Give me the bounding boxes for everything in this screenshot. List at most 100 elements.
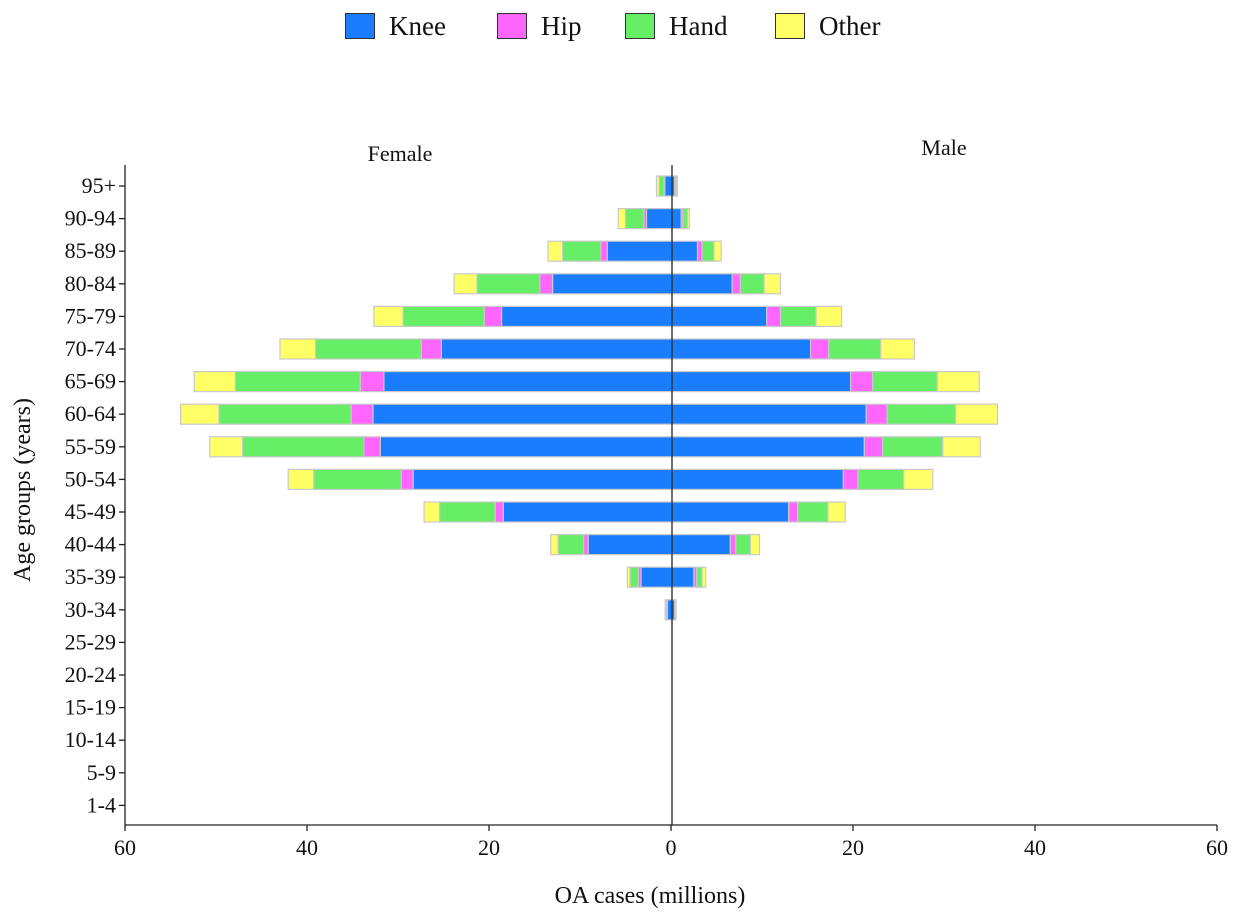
bar-male-other (815, 305, 843, 327)
bar-female-hand (313, 468, 402, 490)
bar-male-other (942, 436, 981, 458)
legend-swatch (497, 13, 527, 39)
bar-female-hip (359, 371, 385, 393)
bar-male-hip (842, 468, 859, 490)
bar-male-hand (696, 566, 703, 588)
bar-female-hip (363, 436, 381, 458)
y-tick-label: 20-24 (65, 662, 116, 687)
y-tick-layer: 95+ 90-94 85-89 80-84 75-79 70-74 65-69 60-64 55… (65, 173, 125, 817)
bar-male-knee (671, 338, 812, 360)
bar-female-hand (314, 338, 422, 360)
y-tick-label: 50-54 (65, 466, 116, 491)
bar-male-hip (863, 436, 884, 458)
bar-female-other (617, 208, 627, 230)
bar-male-knee (671, 436, 865, 458)
bar-male-hip (731, 273, 741, 295)
bar-layer (180, 175, 999, 621)
bar-male-knee (671, 566, 695, 588)
y-tick-label: 40-44 (65, 532, 116, 557)
bar-female-hip (539, 273, 554, 295)
y-tick-label: 95+ (82, 173, 116, 198)
bar-male-hip (696, 240, 703, 262)
bar-male-hand (828, 338, 882, 360)
chart-legend: Knee Hip Hand Other (0, 6, 1242, 46)
bar-female-knee (606, 240, 673, 262)
bar-male-other (749, 533, 761, 556)
bar-male-other (701, 566, 707, 588)
bar-female-other (550, 533, 559, 556)
bar-female-hand (624, 208, 645, 230)
bar-male-hip (865, 403, 888, 425)
bar-male-hip (766, 305, 782, 327)
y-tick-label: 75-79 (65, 303, 116, 328)
y-axis-title: Age groups (years) (10, 398, 36, 582)
bar-female-knee (664, 175, 673, 197)
bar-female-hand (438, 501, 496, 523)
bar-female-hand (476, 273, 541, 295)
bar-female-other (180, 403, 220, 425)
bar-male-other (954, 403, 999, 425)
bar-female-hand (629, 566, 639, 588)
y-tick-label: 80-84 (65, 271, 116, 296)
bar-male-other (686, 208, 690, 230)
x-tick-layer: 60 40 20 0 20 40 60 (114, 825, 1228, 860)
bar-male-hand (871, 371, 938, 393)
bar-female-knee (372, 403, 673, 425)
bar-male-knee (671, 371, 852, 393)
y-tick-label: 60-64 (65, 401, 116, 426)
bar-male-other (827, 501, 846, 523)
y-tick-label: 70-74 (65, 336, 116, 361)
bar-male-knee (671, 240, 699, 262)
bar-female-other (626, 566, 631, 588)
bar-female-other (279, 338, 317, 360)
bar-male-knee (671, 533, 731, 556)
legend-item-knee: Knee (345, 6, 446, 46)
bar-female-hip (420, 338, 442, 360)
bar-male-hand (735, 533, 752, 556)
bar-male-hand (739, 273, 765, 295)
bar-female-other (453, 273, 478, 295)
bar-female-hip (582, 533, 589, 556)
bar-female-other (655, 175, 660, 197)
legend-swatch (345, 13, 375, 39)
bar-male-hand (779, 305, 817, 327)
bar-female-hand (218, 403, 352, 425)
bar-female-other (373, 305, 404, 327)
bar-male-other (675, 175, 679, 197)
x-tick-label: 60 (1206, 835, 1228, 860)
bar-female-knee (412, 468, 673, 490)
bar-male-other (880, 338, 916, 360)
y-tick-label: 10-14 (65, 727, 116, 752)
bar-female-hand (561, 240, 602, 262)
bar-female-hand (402, 305, 485, 327)
bar-female-hip (494, 501, 504, 523)
bar-male-hip (850, 371, 874, 393)
bar-female-hip (350, 403, 374, 425)
bar-male-hand (857, 468, 905, 490)
y-tick-label: 65-69 (65, 369, 116, 394)
bar-female-knee (500, 305, 673, 327)
bar-male-knee (671, 403, 867, 425)
legend-label: Hip (541, 10, 582, 41)
bar-male-knee (671, 305, 768, 327)
bar-female-hip (483, 305, 503, 327)
bar-female-knee (379, 436, 673, 458)
y-tick-label: 25-29 (65, 629, 116, 654)
x-tick-label: 0 (666, 835, 677, 860)
x-tick-label: 20 (842, 835, 864, 860)
x-tick-label: 60 (114, 835, 136, 860)
bar-male-hip (729, 533, 737, 556)
bar-male-other (713, 240, 722, 262)
bar-female-other (193, 371, 236, 393)
bar-female-knee (645, 208, 673, 230)
bar-male-knee (671, 208, 682, 230)
bar-male-knee (671, 501, 790, 523)
y-tick-label: 55-59 (65, 434, 116, 459)
y-tick-label: 5-9 (87, 760, 116, 785)
y-tick-label: 90-94 (65, 206, 116, 231)
bar-male-hand (881, 436, 944, 458)
bar-male-hip (788, 501, 799, 523)
y-tick-label: 30-34 (65, 597, 116, 622)
bar-female-knee (440, 338, 673, 360)
y-tick-label: 85-89 (65, 238, 116, 263)
